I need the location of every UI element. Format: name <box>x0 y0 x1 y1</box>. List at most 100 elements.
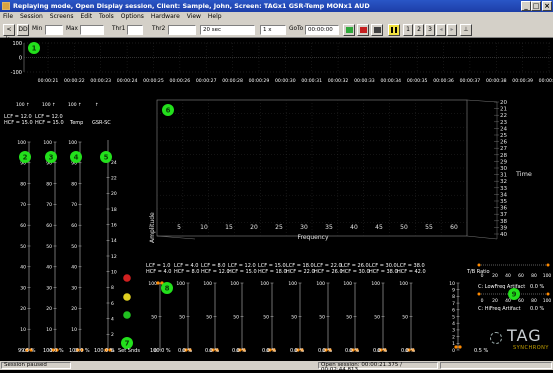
logo-emblem-icon <box>490 332 502 344</box>
band-hcf: HCF = 30.0 <box>341 269 370 275</box>
gauge-marker <box>108 348 112 352</box>
gauge-tick-label: 50 <box>20 244 26 250</box>
prev-page-button[interactable]: ◂ <box>436 24 446 36</box>
spectrum-ylabel: Amplitude <box>149 212 156 243</box>
artifact-tick-label: 100 <box>543 298 552 304</box>
set-snds-button[interactable]: Set Snds <box>118 348 140 354</box>
band-tick-label: 50 <box>263 314 269 320</box>
menu-session[interactable]: Session <box>19 13 43 20</box>
band-lcf: LCF = 30.0 <box>369 263 397 269</box>
gauge-max-label: 100 ↑ <box>16 102 30 108</box>
menu-help[interactable]: Help <box>207 13 222 20</box>
gauge-tick-label: 100 <box>17 140 26 146</box>
gauge-tick-label: 80 <box>20 181 26 187</box>
band-tick-label: 100 <box>316 281 325 287</box>
band-marker <box>411 348 415 352</box>
band-marker <box>268 348 272 352</box>
menu-tools[interactable]: Tools <box>99 13 114 20</box>
ratio-tick-label: 5 <box>452 314 455 320</box>
badge-9-circle <box>508 288 520 300</box>
maximize-button[interactable]: □ <box>531 1 541 11</box>
page-1-button[interactable]: 1 <box>403 24 413 36</box>
band-hcf: HCF = 22.0 <box>286 269 315 275</box>
thr2-label: Thr2 <box>152 26 166 32</box>
record-button[interactable] <box>357 24 369 36</box>
gauge-tick-label: 80 <box>46 181 52 187</box>
band-tick-label: 100 <box>371 281 380 287</box>
ratio-tick-label: 2 <box>452 334 455 340</box>
spectrum-time-tick: 24 <box>500 126 508 132</box>
band-value: 100.0 % <box>150 348 171 354</box>
artifact-marker <box>477 292 481 296</box>
spectrum-floor <box>156 235 196 240</box>
menu-file[interactable]: File <box>3 13 14 20</box>
max-field[interactable] <box>80 25 104 35</box>
lowfreq-artifact-value: 0.0 % <box>530 284 545 290</box>
dd-button[interactable]: DD <box>17 24 29 36</box>
artifact-marker <box>546 292 550 296</box>
top-chart-time-tick: 00:00:34 <box>380 78 401 84</box>
close-button[interactable]: × <box>542 1 552 11</box>
menu-screens[interactable]: Screens <box>49 13 74 20</box>
menu-view[interactable]: View <box>186 13 201 20</box>
thr1-field[interactable] <box>127 25 143 35</box>
time-window-select[interactable]: 20 sec <box>200 25 255 35</box>
top-chart-time-tick: 00:00:23 <box>90 78 111 84</box>
thr2-field[interactable] <box>168 25 196 35</box>
spectrum-x-tick: 40 <box>350 224 358 231</box>
band-tick-label: 0 <box>266 348 269 354</box>
spectrum-time-tick: 35 <box>500 199 508 205</box>
spectrum-x-tick: 50 <box>400 224 408 231</box>
gauge-tick-label: 60 <box>46 223 52 229</box>
band-tick-label: 100 <box>260 281 269 287</box>
snd-light <box>123 293 131 301</box>
band-hcf: HCF = 18.0 <box>258 269 287 275</box>
status-left: Session paused <box>1 362 71 369</box>
ratio-marker <box>458 345 462 349</box>
band-tick-label: 50 <box>233 314 239 320</box>
band-value: 0.0 % <box>345 348 360 354</box>
gauge-tick-label: 10 <box>46 327 52 333</box>
band-tick-label: 0 <box>154 348 157 354</box>
spectrum-time-tick: 30 <box>500 166 508 172</box>
max-label: Max <box>66 26 78 32</box>
ratio-tick-label: 9 <box>452 288 455 294</box>
spectrum-floor <box>466 235 498 240</box>
pause-button[interactable] <box>388 24 400 36</box>
page-2-button[interactable]: 2 <box>414 24 424 36</box>
gauge-marker <box>29 348 33 352</box>
mode-button[interactable]: < |> <box>3 24 15 43</box>
main-display: 100 0 -100 00:00:21 00:00:22 00:00:23 00:00:24… <box>0 38 553 361</box>
band-tick-label: 100 <box>176 281 185 287</box>
lowfreq-artifact-label: C: LowFreq Artifact <box>478 284 526 290</box>
speed-select[interactable]: 1 x <box>260 25 286 35</box>
stop-button[interactable] <box>371 24 383 36</box>
gsr-tick-label: 22 <box>111 175 117 181</box>
gauge-marker <box>80 348 84 352</box>
menu-options[interactable]: Options <box>120 13 144 20</box>
band-tick-label: 50 <box>319 314 325 320</box>
gsr-tick-label: 2 <box>111 332 114 338</box>
next-page-button[interactable]: ▸ <box>447 24 457 36</box>
top-chart-time-tick: 00:00:30 <box>275 78 296 84</box>
gsr-tick-label: 6 <box>111 301 114 307</box>
play-button[interactable] <box>343 24 355 36</box>
menu-edit[interactable]: Edit <box>80 13 93 20</box>
spectrum-x-tick: 15 <box>225 224 233 231</box>
minimize-button[interactable]: _ <box>521 1 531 11</box>
band-marker <box>184 348 188 352</box>
min-field[interactable] <box>45 25 63 35</box>
gsr-tick-label: 0 <box>111 348 114 354</box>
menu-hardware[interactable]: Hardware <box>150 13 180 20</box>
top-chart-time-tick: 00:00:39 <box>512 78 533 84</box>
pause-icon <box>391 27 397 33</box>
gauge-tick-label: 40 <box>46 265 52 271</box>
page-3-button[interactable]: 3 <box>425 24 435 36</box>
band-tick-label: 100 <box>399 281 408 287</box>
artifact-tick-label: 60 <box>518 298 524 304</box>
goto-field[interactable]: 00:00:00 <box>305 25 339 35</box>
top-chart-time-tick: 00:00:26 <box>170 78 191 84</box>
status-extra <box>440 362 552 369</box>
gauge-max-label: 100 ↑ <box>68 102 82 108</box>
settings-button[interactable]: ⊥ <box>460 24 472 36</box>
